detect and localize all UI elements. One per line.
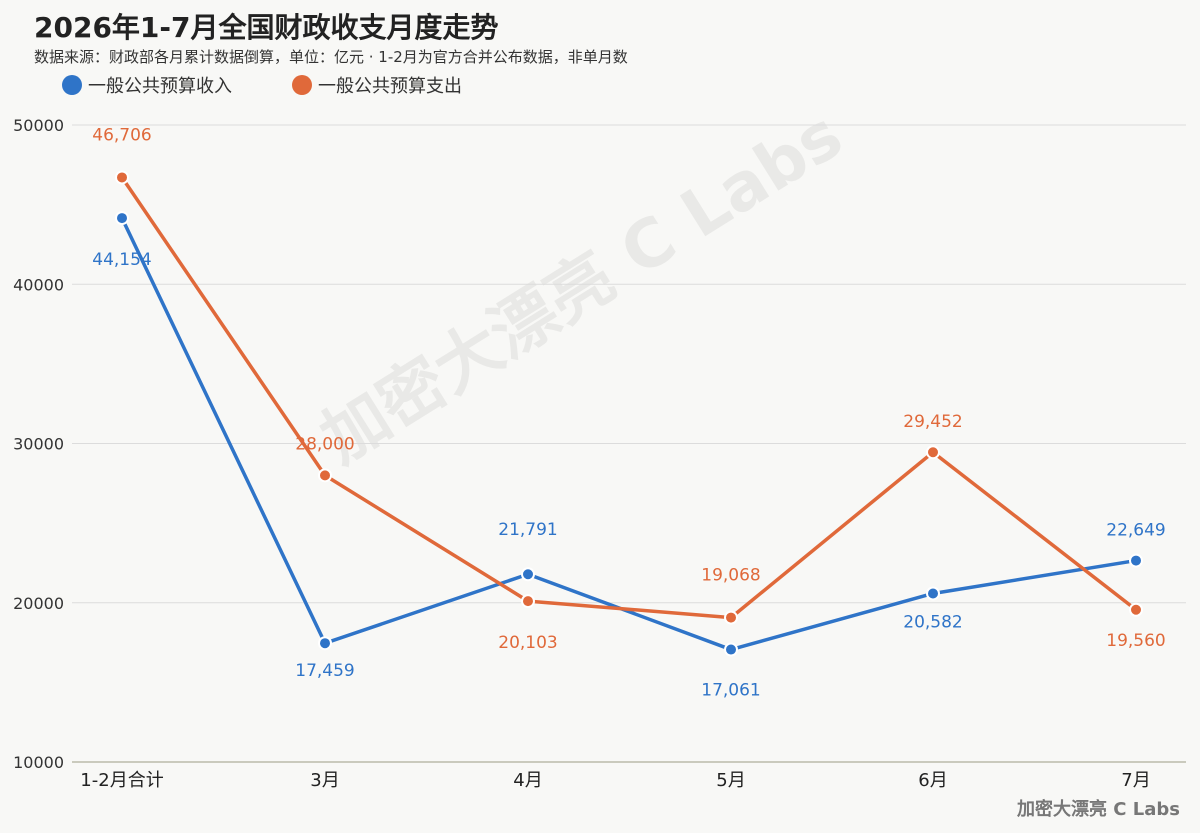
y-tick-label: 30000 xyxy=(13,435,64,454)
data-point-0 xyxy=(926,586,940,601)
series-line-0 xyxy=(120,216,1138,652)
data-point-0 xyxy=(318,636,332,651)
data-label-0: 20,582 xyxy=(903,612,962,632)
data-label-1: 19,068 xyxy=(701,566,760,586)
data-point-1 xyxy=(926,445,940,460)
y-tick-label: 10000 xyxy=(13,753,64,772)
data-point-0 xyxy=(521,567,535,582)
chart-subtitle: 数据来源：财政部各月累计数据倒算，单位：亿元 · 1-2月为官方合并公布数据，非… xyxy=(34,48,628,66)
data-point-1 xyxy=(724,610,738,625)
y-tick-label: 20000 xyxy=(13,594,64,613)
data-label-0: 22,649 xyxy=(1106,521,1165,541)
data-point-1 xyxy=(521,594,535,609)
data-label-0: 17,459 xyxy=(295,661,354,681)
x-tick-label: 6月 xyxy=(918,770,947,791)
legend-marker-revenue xyxy=(62,75,82,95)
legend-label-expenditure: 一般公共预算支出 xyxy=(318,76,462,97)
data-label-1: 19,560 xyxy=(1106,631,1165,651)
x-tick-label: 1-2月合计 xyxy=(80,770,163,791)
chart-title: 2026年1-7月全国财政收支月度走势 xyxy=(34,11,499,44)
legend-label-revenue: 一般公共预算收入 xyxy=(88,76,232,97)
x-tick-label: 3月 xyxy=(310,770,339,791)
x-tick-label: 7月 xyxy=(1121,770,1150,791)
data-point-0 xyxy=(115,211,129,226)
data-point-0 xyxy=(1129,553,1143,568)
series-line-1 xyxy=(120,175,1138,620)
legend-item-expenditure: 一般公共预算支出 xyxy=(292,72,462,98)
data-label-0: 17,061 xyxy=(701,681,760,701)
data-label-1: 46,706 xyxy=(92,125,151,145)
y-tick-label: 40000 xyxy=(13,275,64,294)
legend-item-revenue: 一般公共预算收入 xyxy=(62,72,232,98)
legend: 一般公共预算收入 一般公共预算支出 xyxy=(62,72,462,98)
data-point-0 xyxy=(724,642,738,657)
data-point-1 xyxy=(318,468,332,483)
data-point-1 xyxy=(115,170,129,185)
data-label-1: 29,452 xyxy=(903,412,962,432)
legend-marker-expenditure xyxy=(292,75,312,95)
brand-label: 加密大漂亮 C Labs xyxy=(1017,799,1180,820)
x-tick-label: 4月 xyxy=(513,770,542,791)
data-label-0: 44,154 xyxy=(92,250,151,270)
x-tick-label: 5月 xyxy=(716,770,745,791)
data-label-0: 21,791 xyxy=(498,520,557,540)
y-tick-label: 50000 xyxy=(13,116,64,135)
data-label-1: 28,000 xyxy=(295,434,354,454)
data-label-1: 20,103 xyxy=(498,633,557,653)
data-point-1 xyxy=(1129,602,1143,617)
